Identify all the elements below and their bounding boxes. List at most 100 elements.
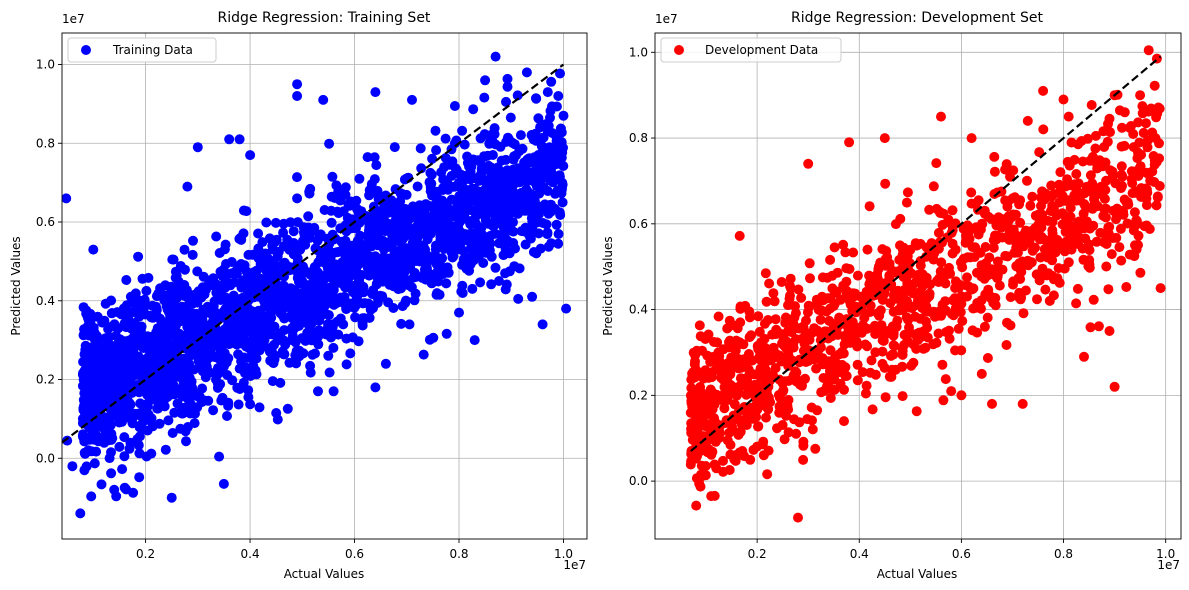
data-point xyxy=(1122,218,1133,229)
data-point xyxy=(270,301,281,312)
data-point xyxy=(976,368,987,379)
data-point xyxy=(705,386,716,396)
data-point xyxy=(314,232,325,243)
data-point xyxy=(284,357,295,368)
data-point xyxy=(1045,206,1056,217)
data-point xyxy=(1085,170,1096,181)
data-point xyxy=(443,184,454,195)
data-point xyxy=(224,134,235,145)
data-point xyxy=(1053,263,1064,274)
data-point xyxy=(955,280,966,291)
data-point xyxy=(782,401,793,411)
data-point xyxy=(396,202,407,213)
data-point xyxy=(1143,106,1154,117)
data-point xyxy=(468,233,478,244)
data-point xyxy=(132,382,143,393)
data-point xyxy=(1116,255,1127,266)
data-point xyxy=(987,398,997,409)
data-point xyxy=(1124,122,1135,133)
data-point xyxy=(972,327,983,338)
data-point xyxy=(903,314,914,325)
data-point xyxy=(989,292,999,303)
data-point xyxy=(187,249,198,260)
data-point xyxy=(722,435,733,446)
data-point xyxy=(179,244,190,255)
data-point xyxy=(1018,308,1029,319)
legend-entry: Development Data xyxy=(705,43,818,57)
data-point xyxy=(773,351,784,361)
data-point xyxy=(505,178,516,189)
data-point xyxy=(134,472,145,483)
data-point xyxy=(292,193,303,204)
data-point xyxy=(763,404,774,415)
data-point xyxy=(1083,261,1094,272)
data-point xyxy=(949,293,960,304)
data-point xyxy=(208,301,219,312)
y-offset-label: 1e7 xyxy=(655,12,678,26)
data-point xyxy=(718,455,728,466)
data-point xyxy=(735,303,746,314)
data-point xyxy=(392,249,403,260)
data-point xyxy=(370,267,381,278)
data-point xyxy=(446,247,457,258)
data-point xyxy=(163,372,174,383)
data-point xyxy=(696,469,706,480)
data-point xyxy=(222,411,232,421)
data-point xyxy=(232,329,242,340)
data-point xyxy=(982,312,993,323)
data-point xyxy=(468,216,479,227)
data-point xyxy=(82,355,93,366)
data-point xyxy=(738,339,749,350)
data-point xyxy=(710,364,721,375)
data-point xyxy=(536,204,547,215)
data-point xyxy=(101,345,112,356)
data-point xyxy=(219,244,230,255)
data-point xyxy=(693,394,704,405)
data-point xyxy=(439,162,450,173)
data-point xyxy=(354,173,365,184)
reference-line xyxy=(690,55,1162,452)
data-point xyxy=(349,281,360,291)
data-point xyxy=(785,273,796,284)
data-point xyxy=(1036,200,1046,211)
data-point xyxy=(96,398,107,409)
data-point xyxy=(524,230,535,241)
data-point xyxy=(411,222,422,233)
y-tick-label: 0.2 xyxy=(36,373,55,387)
data-point xyxy=(383,297,394,308)
data-point xyxy=(686,374,697,385)
data-point xyxy=(752,381,763,392)
data-point xyxy=(936,111,946,122)
data-point xyxy=(774,401,785,412)
data-point xyxy=(100,333,111,344)
data-point xyxy=(1015,217,1026,228)
data-point xyxy=(1141,118,1151,129)
data-point xyxy=(313,257,324,268)
data-point xyxy=(152,338,163,349)
data-point xyxy=(1127,188,1138,199)
data-point xyxy=(783,300,793,311)
data-point xyxy=(729,382,740,393)
data-point xyxy=(831,286,842,297)
data-point xyxy=(119,451,130,462)
data-point xyxy=(1133,117,1144,128)
data-point xyxy=(479,92,490,103)
data-point xyxy=(401,212,412,222)
data-point xyxy=(713,311,724,322)
data-point xyxy=(1025,200,1036,211)
data-point xyxy=(313,386,323,397)
data-point xyxy=(966,133,977,144)
data-point xyxy=(718,374,729,385)
data-point xyxy=(440,133,451,144)
data-point xyxy=(487,136,498,147)
data-point xyxy=(241,206,252,217)
data-point xyxy=(905,302,915,313)
data-point xyxy=(502,73,513,84)
data-point xyxy=(1090,143,1101,154)
data-point xyxy=(358,281,369,292)
data-point xyxy=(825,254,836,265)
data-point xyxy=(427,153,438,164)
data-point xyxy=(86,446,97,457)
data-point xyxy=(435,235,446,246)
data-point xyxy=(1000,195,1011,206)
